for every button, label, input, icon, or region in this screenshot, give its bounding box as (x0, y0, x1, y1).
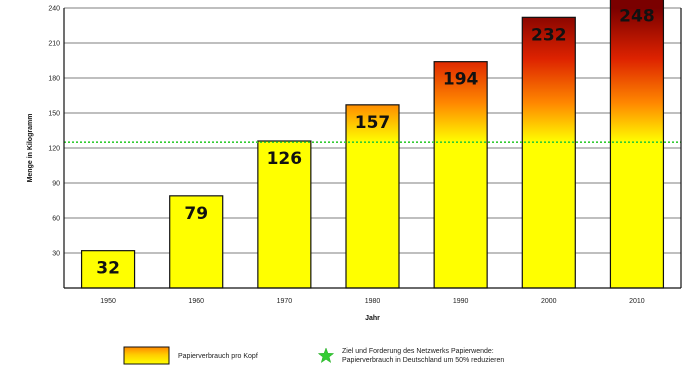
y-tick-label: 60 (52, 216, 60, 223)
bar-2000 (521, 16, 576, 289)
y-tick-label: 30 (52, 251, 60, 258)
bar-value-label: 126 (267, 149, 303, 169)
chart-text: 30 60 90 120 150 180 210 240 32 1950 79 1960 126 1970… (27, 6, 655, 323)
x-tick-label: 2010 (629, 298, 645, 305)
bar-1990 (433, 61, 488, 289)
x-tick-label: 1980 (365, 298, 381, 305)
bar-2010 (609, 0, 665, 289)
x-tick-label: 1990 (453, 298, 469, 305)
bar-1950 (80, 250, 136, 289)
legend-item-label: Papierverbrauch pro Kopf (178, 353, 258, 360)
y-tick-label: 210 (48, 41, 60, 48)
y-tick-label: 120 (48, 146, 60, 153)
bar-value-label: 157 (355, 113, 391, 133)
x-tick-label: 2000 (541, 298, 557, 305)
legend-swatch (123, 346, 170, 365)
bar-1980 (345, 104, 400, 289)
y-tick-label: 150 (48, 111, 60, 118)
x-tick-label: 1960 (188, 298, 204, 305)
x-tick-label: 1970 (277, 298, 293, 305)
bars (80, 0, 665, 289)
green-star-icon (317, 347, 335, 364)
legend: Papierverbrauch pro Kopf Ziel und Forderu… (123, 346, 504, 365)
axes (63, 8, 682, 289)
y-tick-label: 240 (48, 6, 60, 13)
y-tick-label: 90 (52, 181, 60, 188)
x-tick-label: 1950 (100, 298, 116, 305)
bar-1970 (257, 140, 312, 289)
legend-item-label: Ziel und Forderung des Netzwerks Papierw… (342, 348, 504, 364)
bar-value-label: 79 (184, 204, 208, 224)
y-axis-title: Menge in Kilogramm (27, 114, 34, 183)
y-tick-label: 180 (48, 76, 60, 83)
bar-value-label: 32 (96, 259, 120, 279)
bar-value-label: 194 (443, 70, 479, 90)
bar-value-label: 232 (531, 25, 567, 45)
x-axis-title: Jahr (365, 315, 380, 322)
bar-1960 (169, 195, 224, 289)
bar-value-label: 248 (619, 7, 655, 27)
